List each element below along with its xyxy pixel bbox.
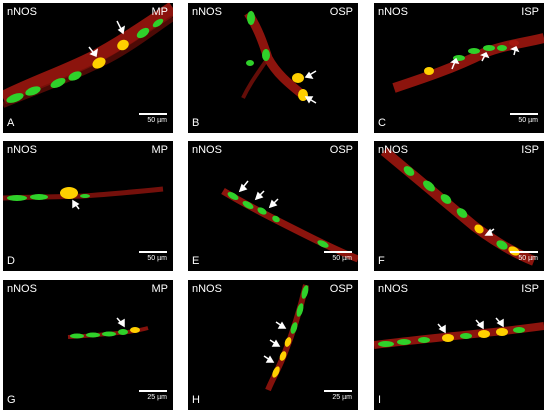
stain-label: nNOS (378, 283, 408, 295)
fiber-image (263, 284, 309, 392)
micrograph-panel-a: nNOS MP A 50 µm (3, 3, 173, 133)
scale-bar-label: 50 µm (147, 117, 167, 124)
scale-bar-label: 25 µm (147, 394, 167, 401)
scale-bar-label: 50 µm (518, 117, 538, 124)
panel-letter: E (192, 255, 200, 267)
fiber-image (374, 317, 544, 349)
micrograph-panel-e: nNOS OSP E 50 µm (188, 141, 358, 271)
region-label: MP (151, 6, 169, 18)
fiber-image (3, 186, 164, 210)
region-label: ISP (521, 144, 539, 156)
stain-label: nNOS (192, 283, 222, 295)
region-label: MP (151, 144, 169, 156)
stain-label: nNOS (7, 283, 37, 295)
stain-label: nNOS (378, 6, 408, 18)
scale-bar: 25 µm (139, 390, 167, 404)
micrograph-panel-i: nNOS ISP I (374, 280, 544, 410)
region-label: OSP (329, 144, 353, 156)
scale-bar: 50 µm (324, 251, 352, 265)
region-label: ISP (521, 6, 539, 18)
scale-bar: 25 µm (324, 390, 352, 404)
panel-letter: H (192, 394, 200, 406)
micrograph-panel-b: nNOS OSP B (188, 3, 358, 133)
panel-letter: D (7, 255, 15, 267)
scale-bar-label: 50 µm (332, 255, 352, 262)
scale-bar-label: 50 µm (147, 255, 167, 262)
region-label: MP (151, 283, 169, 295)
fiber-image (3, 3, 173, 108)
region-label: OSP (329, 6, 353, 18)
stain-label: nNOS (192, 144, 222, 156)
stain-label: nNOS (378, 144, 408, 156)
region-label: OSP (329, 283, 353, 295)
scale-bar-label: 25 µm (332, 394, 352, 401)
panel-letter: I (378, 394, 382, 406)
stain-label: nNOS (7, 6, 37, 18)
panel-letter: A (7, 117, 15, 129)
stain-label: nNOS (7, 144, 37, 156)
micrograph-panel-c: nNOS ISP C 50 µm (374, 3, 544, 133)
micrograph-panel-h: nNOS OSP H 25 µm (188, 280, 358, 410)
micrograph-panel-d: nNOS MP D 50 µm (3, 141, 173, 271)
stain-label: nNOS (192, 6, 222, 18)
panel-letter: B (192, 117, 200, 129)
micrograph-panel-f: nNOS ISP F 50 µm (374, 141, 544, 271)
fiber-image (392, 33, 544, 93)
scale-bar: 50 µm (139, 251, 167, 265)
micrograph-panel-g: nNOS MP G 25 µm (3, 280, 173, 410)
panel-letter: G (7, 394, 16, 406)
region-label: ISP (521, 283, 539, 295)
fiber-image (241, 10, 317, 104)
scale-bar: 50 µm (510, 113, 538, 127)
scale-bar: 50 µm (510, 251, 538, 265)
scale-bar-label: 50 µm (518, 255, 538, 262)
panel-letter: C (378, 117, 386, 129)
scale-bar: 50 µm (139, 113, 167, 127)
panel-letter: F (378, 255, 385, 267)
fiber-image (67, 317, 149, 339)
